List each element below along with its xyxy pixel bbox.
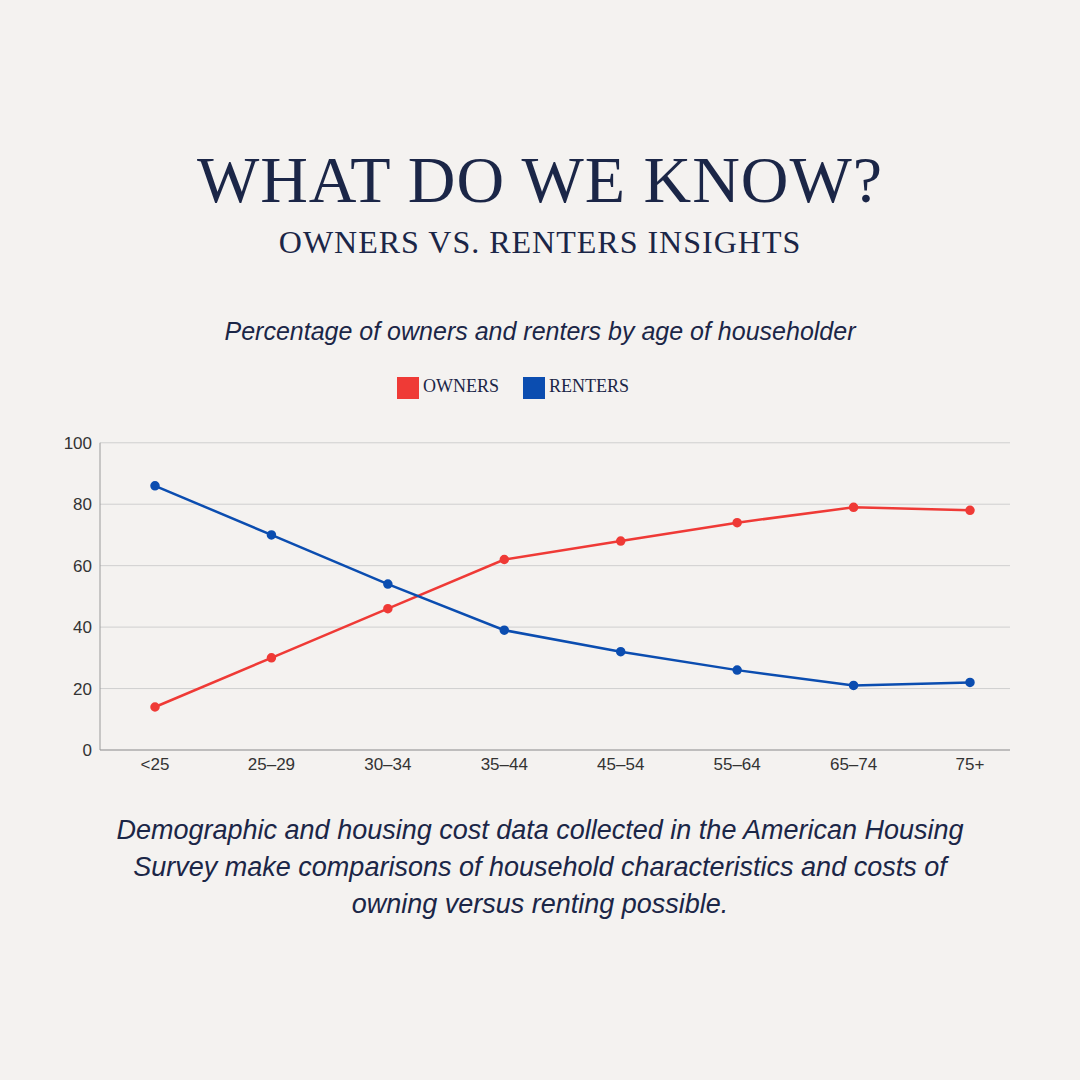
html-text:WHAT DO WE KNOW?: WHAT DO WE KNOW?	[196, 143, 884, 216]
svg-text:40: 40	[73, 618, 92, 637]
html-text:OWNERS: OWNERS	[423, 376, 499, 396]
svg-text:25–29: 25–29	[248, 755, 295, 774]
svg-text:30–34: 30–34	[364, 755, 411, 774]
svg-text:60: 60	[73, 557, 92, 576]
svg-text:35–44: 35–44	[481, 755, 528, 774]
html-text:Percentage of owners and rente: Percentage of owners and renters by age …	[224, 317, 856, 345]
svg-text:65–74: 65–74	[830, 755, 877, 774]
svg-text:20: 20	[73, 680, 92, 699]
html-text:OWNERS VS. RENTERS INSIGHTS: OWNERS VS. RENTERS INSIGHTS	[278, 224, 802, 260]
svg-text:45–54: 45–54	[597, 755, 644, 774]
svg-text:100: 100	[64, 434, 92, 453]
svg-text:0: 0	[83, 741, 92, 760]
svg-text:75+: 75+	[956, 755, 985, 774]
svg-text:55–64: 55–64	[714, 755, 761, 774]
html-text:RENTERS: RENTERS	[549, 376, 629, 396]
svg-text:<25: <25	[141, 755, 170, 774]
html-text:Demographic and housing cost d: Demographic and housing cost data collec…	[116, 815, 964, 919]
svg-text:80: 80	[73, 495, 92, 514]
